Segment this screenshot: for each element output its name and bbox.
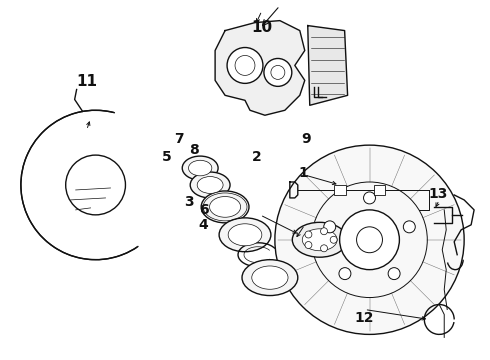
Circle shape xyxy=(324,221,336,233)
Circle shape xyxy=(275,145,464,334)
Ellipse shape xyxy=(219,218,271,252)
Circle shape xyxy=(21,110,171,260)
Ellipse shape xyxy=(302,229,337,251)
Circle shape xyxy=(66,155,125,215)
Ellipse shape xyxy=(210,197,241,217)
Circle shape xyxy=(227,48,263,84)
Wedge shape xyxy=(96,111,172,248)
Ellipse shape xyxy=(189,160,212,176)
Text: 12: 12 xyxy=(355,311,374,325)
Text: 13: 13 xyxy=(428,187,447,201)
Ellipse shape xyxy=(228,224,262,246)
Circle shape xyxy=(330,236,337,243)
Ellipse shape xyxy=(190,172,230,198)
Polygon shape xyxy=(308,26,347,105)
Circle shape xyxy=(305,231,312,238)
Ellipse shape xyxy=(242,260,298,296)
Bar xyxy=(373,185,386,195)
Text: 9: 9 xyxy=(301,132,311,146)
Circle shape xyxy=(364,192,375,204)
Ellipse shape xyxy=(197,176,223,193)
Circle shape xyxy=(264,58,292,86)
Circle shape xyxy=(320,245,327,252)
Circle shape xyxy=(357,227,383,253)
Circle shape xyxy=(388,267,400,280)
Text: 3: 3 xyxy=(184,194,194,208)
Text: 6: 6 xyxy=(199,203,208,217)
Circle shape xyxy=(312,182,427,298)
Text: 1: 1 xyxy=(299,166,308,180)
Circle shape xyxy=(320,228,327,235)
Text: 2: 2 xyxy=(252,150,262,164)
Bar xyxy=(334,185,345,195)
Circle shape xyxy=(340,210,399,270)
Ellipse shape xyxy=(252,266,288,289)
Text: 7: 7 xyxy=(174,132,184,146)
Text: 4: 4 xyxy=(198,218,208,232)
Circle shape xyxy=(403,221,416,233)
Circle shape xyxy=(305,242,312,248)
Circle shape xyxy=(339,267,351,280)
Polygon shape xyxy=(215,21,305,115)
Text: 5: 5 xyxy=(162,150,172,164)
Ellipse shape xyxy=(201,191,249,223)
Ellipse shape xyxy=(293,222,347,257)
Text: 11: 11 xyxy=(76,74,97,89)
Ellipse shape xyxy=(182,156,218,180)
Text: 10: 10 xyxy=(251,20,272,35)
Text: 8: 8 xyxy=(189,143,198,157)
